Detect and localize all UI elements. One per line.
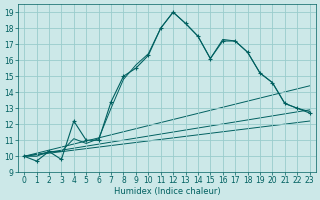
X-axis label: Humidex (Indice chaleur): Humidex (Indice chaleur) — [114, 187, 220, 196]
